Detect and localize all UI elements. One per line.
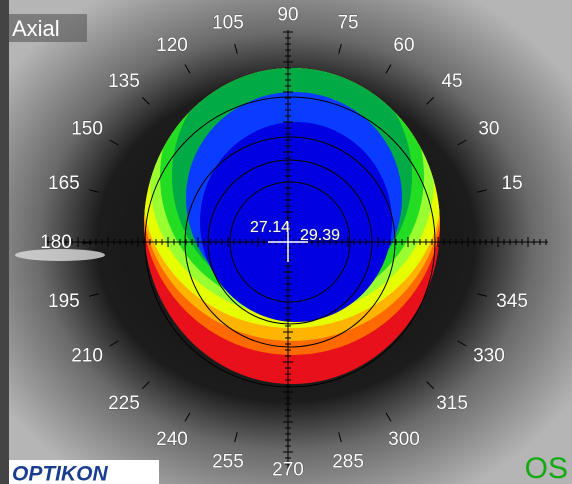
angle-label: 270	[272, 459, 304, 480]
logo: OPTIKON	[12, 463, 109, 484]
angle-label: 330	[473, 346, 505, 367]
angle-label: 210	[71, 346, 103, 367]
angle-label: 15	[502, 173, 523, 194]
angle-label: 225	[108, 393, 140, 414]
angle-label: 255	[212, 452, 244, 473]
angle-label: 315	[436, 393, 468, 414]
angle-label: 150	[71, 118, 103, 139]
frame-border	[0, 0, 9, 484]
angle-label: 180	[40, 232, 72, 253]
reading: 29.39	[300, 227, 340, 244]
angle-label: 240	[156, 429, 188, 450]
angle-label: 45	[441, 71, 462, 92]
angle-label: 120	[156, 35, 188, 56]
reading: 27.14	[250, 219, 290, 236]
angle-label: 90	[277, 5, 298, 26]
angle-label: 75	[337, 12, 358, 33]
eye-label: OS	[525, 452, 568, 484]
angle-label: 285	[332, 452, 364, 473]
topography-view: 27.14 29.39 15 30 45 60 75 90 105 120 135 150 165 1…	[0, 0, 572, 484]
angle-label: 135	[108, 71, 140, 92]
angle-label: 105	[212, 12, 244, 33]
angle-label: 30	[478, 118, 499, 139]
mode-label: Axial	[12, 16, 60, 41]
angle-label: 345	[496, 291, 528, 312]
angle-label: 195	[48, 291, 80, 312]
map-zone	[200, 122, 392, 322]
angle-label: 60	[393, 35, 414, 56]
angle-label: 300	[388, 429, 420, 450]
angle-label: 165	[48, 173, 80, 194]
